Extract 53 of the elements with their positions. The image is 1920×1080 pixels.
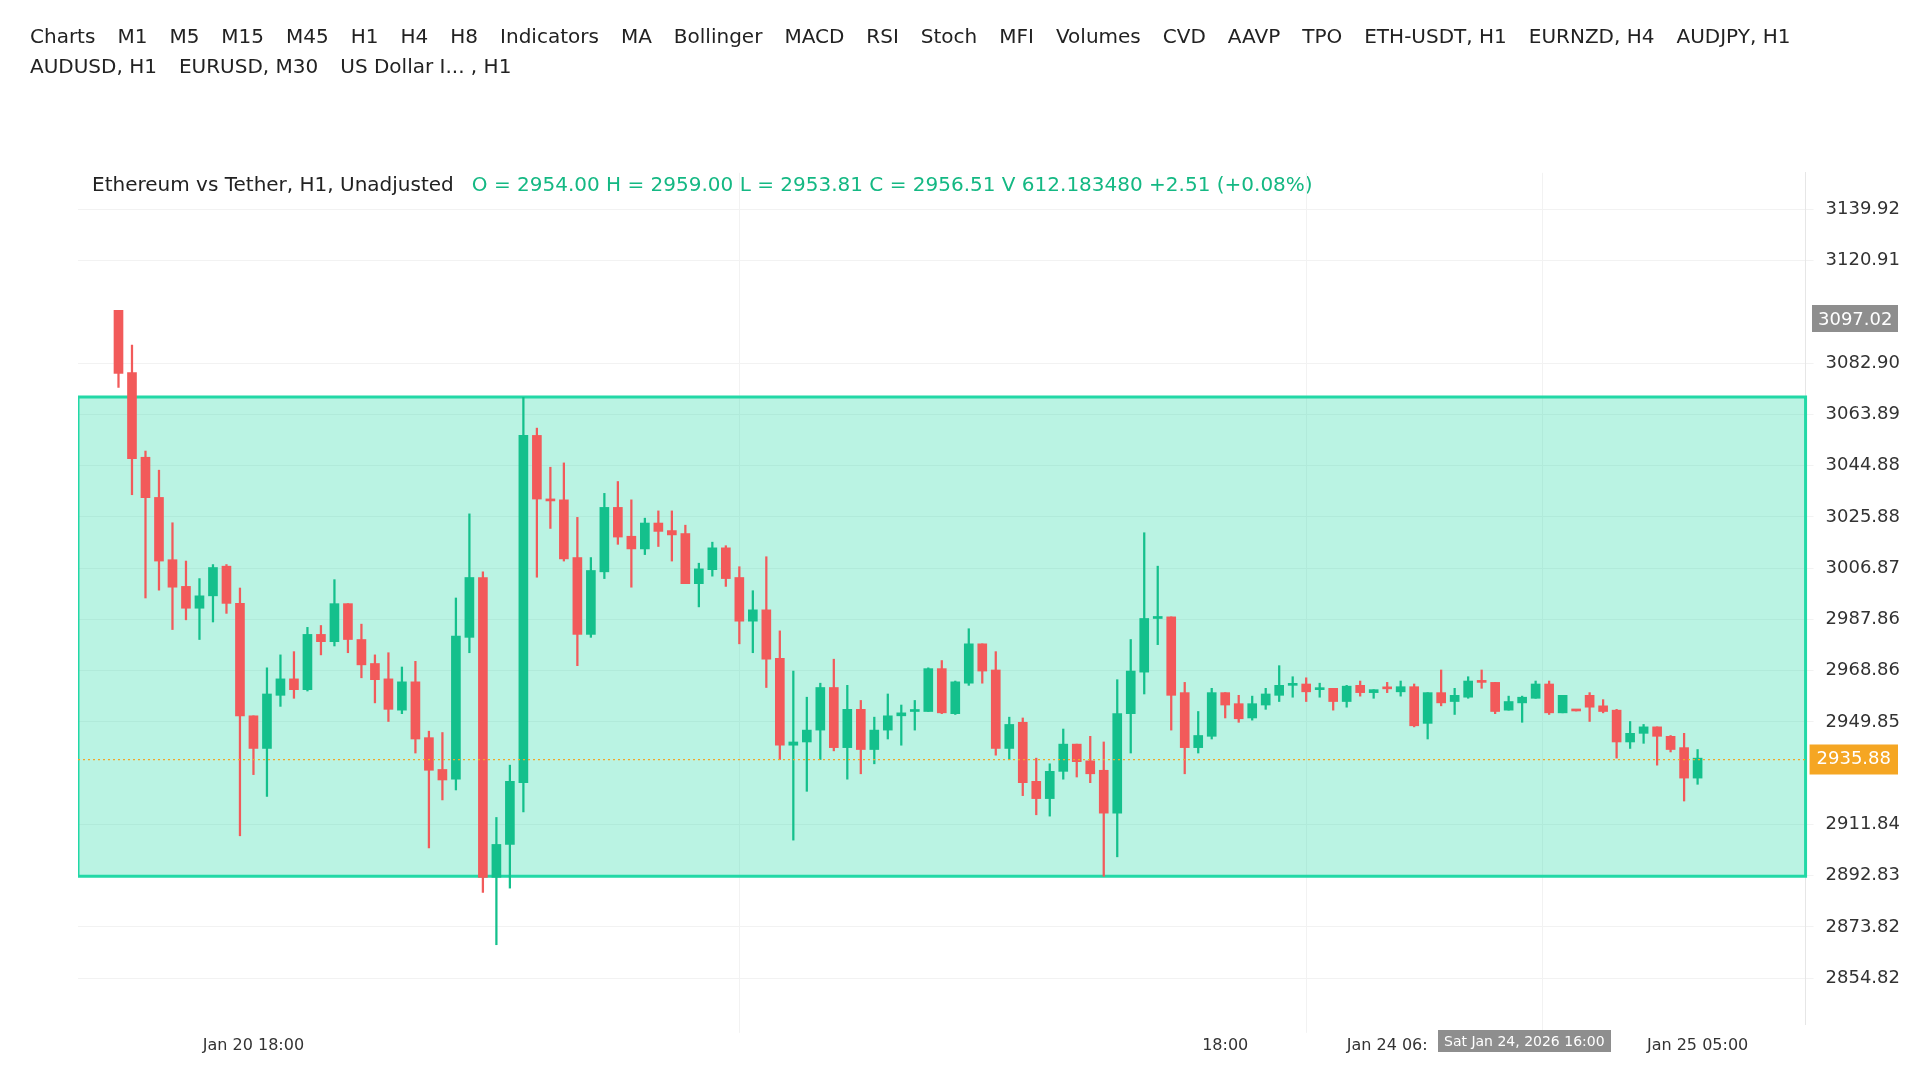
text: AUDJPY, H1: [1676, 24, 1791, 48]
x-tick-label: Jan 25 05:00: [1645, 1034, 1749, 1054]
chart-subtitle: O = 2954.00 H = 2959.00 L = 2953.81 C = 2956.51 V 612.183480 +2.51 (+0.08%): [471, 172, 1313, 196]
x-tick-label: Jan 24 06:: [1345, 1034, 1428, 1054]
x-tick-label: 18:00: [1202, 1034, 1249, 1054]
text: ETH-USDT, H1: [1364, 24, 1507, 48]
candlestick: [167, 522, 178, 630]
x-tick-label: Jan 20 18:00: [201, 1034, 305, 1054]
text: EURNZD, H4: [1528, 24, 1655, 48]
text: MACD: [784, 24, 845, 48]
candlestick: [491, 817, 502, 946]
chart-title: Ethereum vs Tether, H1, Unadjusted: [92, 172, 454, 196]
text: M1: [117, 24, 148, 48]
text: TPO: [1302, 24, 1343, 48]
y-tick-label: 2873.82: [1825, 914, 1900, 936]
text: Charts: [30, 24, 96, 48]
text: MFI: [999, 24, 1034, 48]
y-tick-label: 3139.92: [1825, 197, 1900, 219]
y-tick-label: 2892.83: [1825, 863, 1900, 885]
text: Bollinger: [673, 24, 763, 48]
y-tick-label: 3006.87: [1825, 555, 1900, 577]
text: H1: [350, 24, 379, 48]
text: M5: [169, 24, 200, 48]
candlestick: [140, 450, 151, 599]
text: Volumes: [1055, 24, 1141, 48]
y-tick-label: 3082.90: [1825, 350, 1900, 372]
y-tick-label: 3120.91: [1825, 248, 1900, 270]
y-tick-label: 2911.84: [1825, 812, 1900, 834]
text: H8: [450, 24, 479, 48]
text: Sat Jan 24, 2026 16:00: [1438, 1030, 1611, 1052]
text: H4: [400, 24, 429, 48]
y-tick-label: 2968.86: [1825, 658, 1900, 680]
text: EURUSD, M30: [178, 54, 319, 78]
y-tick-label: 2949.85: [1825, 709, 1900, 731]
text: M45: [286, 24, 329, 48]
text: M15: [221, 24, 265, 48]
text: AAVP: [1227, 24, 1281, 48]
y-tick-label: 3044.88: [1825, 453, 1900, 475]
candlestick: [194, 578, 205, 640]
y-tick-label: 2987.86: [1825, 607, 1900, 629]
y-tick-label: 2854.82: [1825, 965, 1900, 987]
text: CVD: [1162, 24, 1206, 48]
y-tick-label: 3025.88: [1825, 504, 1900, 526]
text: MA: [620, 24, 652, 48]
text: Stoch: [920, 24, 978, 48]
text: AUDUSD, H1: [30, 54, 157, 78]
text: US Dollar I... , H1: [340, 54, 512, 78]
text: 3097.02: [1812, 305, 1899, 332]
text: Indicators: [500, 24, 599, 48]
candlestick: [437, 732, 448, 801]
ref-line-label: 2935.88: [1816, 747, 1891, 769]
text: RSI: [866, 24, 899, 48]
y-tick-label: 3063.89: [1825, 402, 1900, 424]
